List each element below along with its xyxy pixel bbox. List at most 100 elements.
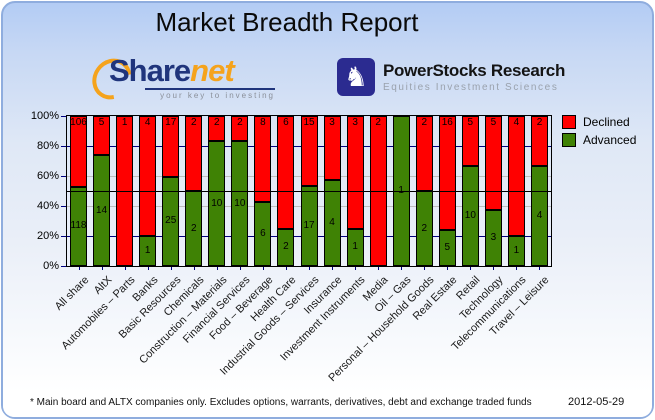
bar-declined-segment	[507, 116, 525, 236]
advanced-value-label: 2	[421, 222, 428, 234]
advanced-value-label: 2	[190, 222, 197, 234]
x-tick	[424, 267, 426, 270]
legend-label-declined: Declined	[583, 115, 630, 129]
bar-declined-segment	[231, 116, 249, 141]
powerstocks-logo: ♞ PowerStocks Research Equities Investme…	[337, 58, 565, 96]
bar-advanced-segment	[162, 176, 180, 266]
advanced-value-label: 25	[165, 215, 177, 227]
legend-item-declined: Declined	[562, 115, 636, 129]
fifty-percent-line	[67, 191, 551, 192]
declined-value-label: 2	[190, 117, 197, 128]
y-tick	[61, 236, 66, 237]
advanced-value-label: 1	[398, 185, 404, 196]
legend-label-advanced: Advanced	[583, 133, 637, 147]
declined-value-label: 4	[513, 117, 520, 128]
x-tick	[493, 267, 495, 270]
y-tick	[61, 146, 66, 147]
declined-value-label: 5	[467, 117, 474, 128]
x-tick	[539, 267, 541, 270]
x-tick	[516, 267, 518, 270]
sharenet-word-share: Share	[109, 53, 191, 88]
sharenet-logo: Sharenet your key to investing	[84, 50, 282, 108]
declined-value-label: 3	[329, 117, 335, 128]
advanced-value-label: 6	[260, 227, 266, 239]
advanced-swatch	[562, 133, 576, 147]
x-tick	[262, 267, 264, 270]
bar-advanced-segment	[139, 236, 157, 266]
advanced-value-label: 10	[211, 197, 223, 209]
advanced-value-label: 1	[513, 245, 520, 256]
chart-legend: Declined Advanced	[562, 115, 636, 151]
advanced-value-label: 10	[234, 197, 246, 209]
y-axis-label: 0%	[43, 260, 59, 272]
x-tick	[447, 267, 449, 270]
advanced-value-label: 4	[536, 210, 543, 221]
bar-advanced-segment	[438, 230, 456, 266]
y-axis-label: 40%	[36, 200, 59, 212]
bar-advanced-segment	[93, 155, 111, 266]
bar-declined-segment	[461, 116, 479, 166]
advanced-value-label: 5	[444, 242, 451, 254]
x-tick	[147, 267, 149, 270]
declined-value-label: 2	[421, 117, 428, 128]
x-tick	[355, 267, 357, 270]
bar-declined-segment	[484, 116, 502, 210]
y-tick	[61, 176, 66, 177]
sharenet-wordmark: Sharenet	[109, 53, 235, 89]
declined-value-label: 6	[283, 117, 289, 128]
declined-value-label: 2	[214, 117, 220, 128]
sharenet-word-net: net	[190, 53, 234, 88]
bar-advanced-segment	[70, 186, 88, 266]
bar-declined-segment	[254, 116, 272, 202]
footer-band	[3, 391, 652, 417]
bar-advanced-segment	[507, 236, 525, 266]
x-tick	[470, 267, 472, 270]
x-tick	[78, 267, 80, 270]
y-tick	[61, 206, 66, 207]
bar-declined-segment	[277, 116, 295, 229]
declined-value-label: 106	[70, 117, 87, 128]
advanced-value-label: 14	[96, 204, 108, 216]
advanced-value-label: 1	[352, 241, 358, 253]
bar-declined-segment	[162, 116, 180, 177]
x-tick	[124, 267, 126, 270]
bar-advanced-segment	[231, 141, 249, 266]
declined-value-label: 17	[165, 117, 177, 128]
x-tick	[170, 267, 172, 270]
bar-declined-segment	[93, 116, 111, 156]
advanced-value-label: 4	[329, 217, 335, 229]
x-tick	[101, 267, 103, 270]
chess-knight-icon: ♞	[343, 61, 369, 92]
bar-declined-segment	[530, 116, 548, 166]
legend-item-advanced: Advanced	[562, 133, 636, 147]
y-axis-label: 80%	[36, 140, 59, 152]
advanced-value-label: 1	[144, 245, 151, 256]
advanced-value-label: 17	[303, 220, 315, 232]
declined-value-label: 3	[352, 117, 358, 128]
bar-advanced-segment	[277, 228, 295, 266]
sharenet-tagline: your key to investing	[145, 88, 275, 100]
powerstocks-logo-box: ♞	[337, 58, 375, 96]
bar-declined-segment	[300, 116, 318, 187]
bar-declined-segment	[70, 116, 88, 187]
x-tick	[401, 267, 403, 270]
declined-value-label: 8	[260, 117, 266, 128]
advanced-value-label: 2	[283, 241, 289, 253]
bar-declined-segment	[208, 116, 226, 141]
x-tick	[378, 267, 380, 270]
bar-advanced-segment	[484, 209, 502, 266]
y-axis-label: 100%	[30, 110, 59, 122]
advanced-value-label: 10	[464, 210, 476, 221]
bar-declined-segment	[415, 116, 433, 191]
declined-swatch	[562, 115, 576, 129]
page-title: Market Breadth Report	[155, 7, 419, 37]
y-tick	[61, 266, 66, 267]
x-tick	[332, 267, 334, 270]
bar-advanced-segment	[208, 141, 226, 266]
declined-value-label: 2	[237, 117, 243, 128]
advanced-value-label: 3	[490, 231, 497, 243]
footer-note: * Main board and ALTX companies only. Ex…	[30, 397, 532, 408]
powerstocks-name: PowerStocks Research	[383, 61, 566, 80]
x-tick	[193, 267, 195, 270]
